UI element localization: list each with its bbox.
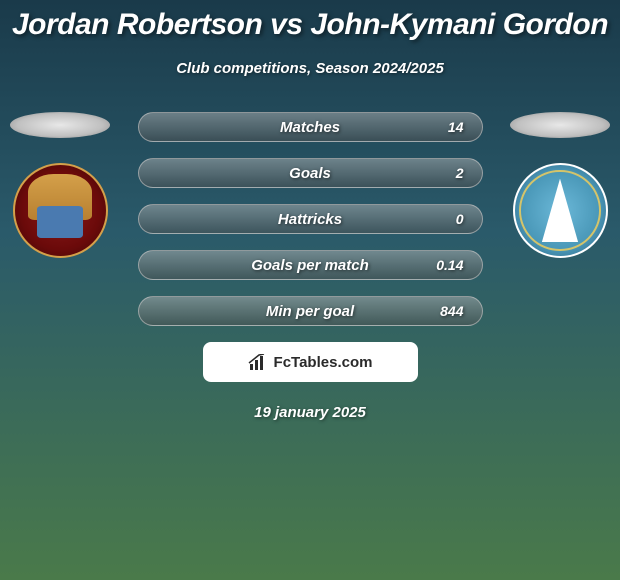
avatar-placeholder-left bbox=[10, 112, 110, 138]
date-text: 19 january 2025 bbox=[0, 404, 620, 421]
attribution-badge: FcTables.com bbox=[203, 342, 418, 382]
stat-label: Goals bbox=[289, 165, 331, 182]
main-content: Matches 14 Goals 2 Hattricks 0 Goals per… bbox=[0, 112, 620, 421]
stat-row-goals-per-match: Goals per match 0.14 bbox=[138, 250, 483, 280]
stat-label: Matches bbox=[280, 119, 340, 136]
subtitle: Club competitions, Season 2024/2025 bbox=[0, 60, 620, 77]
stat-label: Min per goal bbox=[266, 303, 354, 320]
stats-container: Matches 14 Goals 2 Hattricks 0 Goals per… bbox=[138, 112, 483, 326]
stat-row-goals: Goals 2 bbox=[138, 158, 483, 188]
stat-right-value: 0.14 bbox=[434, 257, 464, 273]
player-left-column bbox=[10, 112, 110, 258]
attribution-text: FcTables.com bbox=[274, 354, 373, 371]
club-badge-left bbox=[13, 163, 108, 258]
stat-label: Goals per match bbox=[251, 257, 369, 274]
stat-row-matches: Matches 14 bbox=[138, 112, 483, 142]
stat-row-hattricks: Hattricks 0 bbox=[138, 204, 483, 234]
stat-right-value: 0 bbox=[434, 211, 464, 227]
stat-label: Hattricks bbox=[278, 211, 342, 228]
player-right-column bbox=[510, 112, 610, 258]
stat-right-value: 14 bbox=[434, 119, 464, 135]
stat-right-value: 844 bbox=[434, 303, 464, 319]
avatar-placeholder-right bbox=[510, 112, 610, 138]
chart-icon bbox=[248, 354, 268, 370]
stat-right-value: 2 bbox=[434, 165, 464, 181]
page-title: Jordan Robertson vs John-Kymani Gordon bbox=[0, 0, 620, 42]
stat-row-min-per-goal: Min per goal 844 bbox=[138, 296, 483, 326]
club-badge-right bbox=[513, 163, 608, 258]
